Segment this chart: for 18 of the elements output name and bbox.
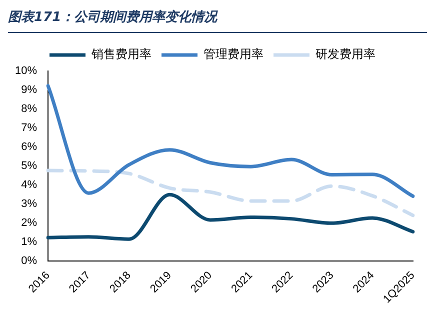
y-tick-label: 10%	[14, 65, 38, 78]
y-tick-label: 8%	[21, 103, 38, 116]
y-tick-label: 2%	[21, 217, 38, 230]
y-tick-label: 1%	[21, 236, 38, 248]
y-tick-label: 4%	[21, 179, 38, 192]
y-tick-label: 9%	[21, 84, 38, 96]
y-tick-label: 7%	[21, 122, 38, 134]
legend-label: 销售费用率	[90, 47, 152, 62]
y-tick-label: 5%	[21, 160, 38, 172]
line-series	[46, 84, 415, 198]
line-series	[46, 192, 415, 241]
y-tick-label: 3%	[21, 198, 38, 210]
chart-title: 图表171：公司期间费用率变化情况	[8, 8, 427, 33]
line-series	[46, 168, 415, 218]
legend-label: 研发费用率	[316, 47, 376, 62]
y-tick-label: 0%	[21, 255, 38, 268]
legend-label: 管理费用率	[204, 47, 264, 62]
y-tick-label: 6%	[21, 141, 38, 154]
